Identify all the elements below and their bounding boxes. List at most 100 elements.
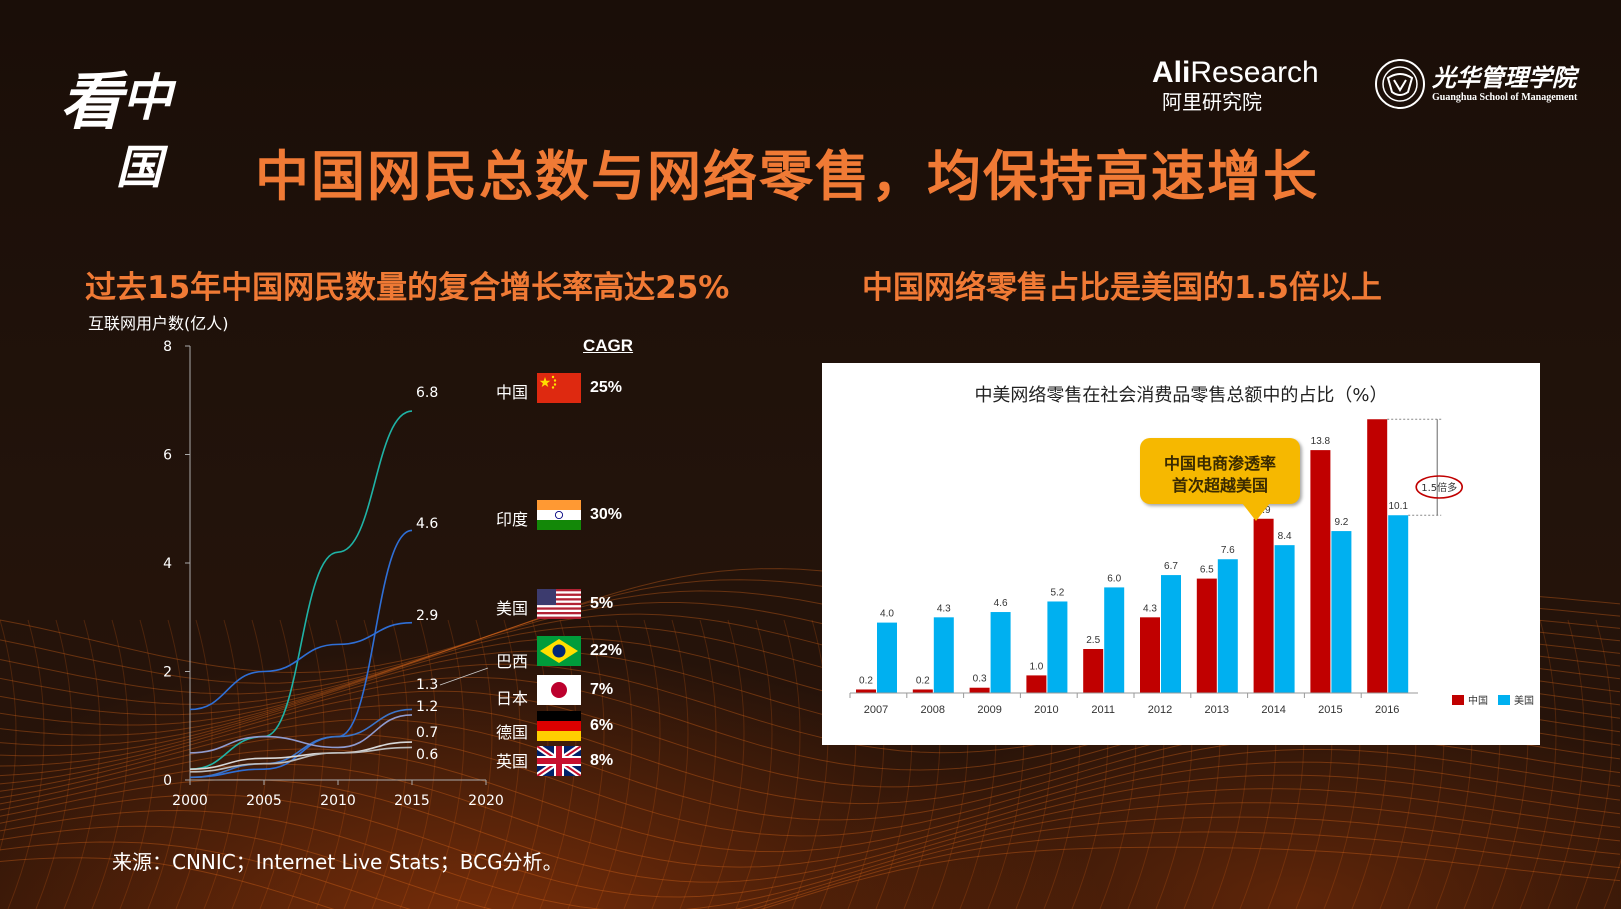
series-line [189,741,413,770]
cagr-flag-legend: CAGR 中国 25% 印度 30% 美国 5% 巴西 [480,336,650,796]
kanzhongguo-logo-char-3: 国 [116,140,169,194]
mesh-line [455,619,493,909]
legend-country-name: 美国 [496,599,529,618]
china-flag-icon [537,373,581,403]
legend-country-name: 德国 [496,723,529,742]
brazil-flag-icon [537,636,581,666]
bar-usa-label: 4.0 [880,609,894,620]
mesh-line [595,619,633,909]
legend-country-name: 日本 [496,689,529,708]
left-subtitle: 过去15年中国网民数量的复合增长率高达25% [85,270,730,306]
x-category-label: 2008 [921,704,945,716]
legend-row-usa: 美国 5% [480,589,650,623]
legend-cagr-value: 8% [590,752,614,769]
right-subtitle: 中国网络零售占比是美国的1.5倍以上 [862,270,1382,306]
bar-china [856,689,876,693]
x-tick-label: 2015 [394,793,430,809]
bar-china [912,689,933,693]
bar-china [1140,617,1160,693]
legend-row-china: 中国 25% [480,373,650,407]
series-line [189,410,413,770]
mesh-line [0,831,1621,909]
kanzhongguo-logo-char-2: 中 [122,68,177,127]
internet-users-line-chart: 0 2 4 6 8 2000 2005 2010 2015 2020 6.8 4.6 2.9 1.3 1.2… [163,339,504,809]
legend-cagr-value: 22% [590,642,623,659]
bar-usa-label: 5.2 [1050,587,1064,598]
bar-usa [1331,531,1352,693]
mesh-line [0,748,1621,853]
uk-flag-icon [537,746,581,776]
series-end-label: 0.7 [416,725,438,741]
mesh-line [371,619,409,909]
x-category-label: 2009 [977,704,1001,716]
y-tick-label: 6 [163,448,172,464]
legend-cagr-value: 5% [590,595,614,612]
germany-flag-icon [537,711,581,741]
x-category-label: 2015 [1318,704,1342,716]
brazil-leader-line [439,667,489,686]
y-tick-label: 0 [163,773,172,789]
usa-flag-icon [537,589,581,619]
legend-cagr-value: 7% [590,681,614,698]
bar-china-label: 1.0 [1029,661,1043,672]
series-end-label: 6.8 [416,385,438,401]
mesh-line [427,619,465,909]
callout-box: 中国电商渗透率 首次超越美国 [1140,438,1300,504]
japan-flag-icon [537,675,581,705]
bar-china [1367,419,1388,693]
y-tick-label: 2 [163,665,172,681]
kanzhongguo-logo-char-1: 看 [60,65,128,138]
legend-row-germany: 德国 6% [480,711,650,745]
mesh-line [35,619,73,909]
guanghua-logo: 光华管理学院 Guanghua School of Management [1374,56,1577,112]
mesh-line [203,619,241,909]
bar-usa-label: 10.1 [1388,501,1408,512]
x-tick-label: 2000 [172,793,208,809]
bar-usa [1217,559,1238,693]
legend-country-name: 巴西 [496,652,529,671]
series-end-label: 4.6 [416,516,438,532]
ali-logo-en-text: Research [1190,56,1319,89]
legend-swatch-usa [1498,695,1510,705]
series-line [189,621,413,711]
mesh-line [259,619,297,909]
mesh-line [147,619,185,909]
pku-logo-cn-text: 光华管理学院 [1432,63,1576,92]
series-end-label: 1.2 [416,699,438,715]
x-category-label: 2011 [1091,704,1115,716]
x-category-label: 2012 [1148,704,1172,716]
bar-china-label: 0.3 [973,674,987,685]
mesh-line [175,619,213,909]
mesh-line [1575,619,1613,909]
x-tick-label: 2020 [468,793,504,809]
mesh-line [63,619,101,909]
mesh-line [399,619,437,909]
bar-usa [1274,545,1295,693]
retail-share-bar-chart: 0.2 4.0 2007 0.2 4.3 2008 0.3 4.6 2009 1.0 5.2 2010… [849,418,1534,716]
mesh-line [0,802,1621,909]
legend-row-uk: 英国 8% [480,746,650,780]
page-title: 中国网民总数与网络零售，均保持高速增长 [255,145,1319,208]
x-category-label: 2016 [1375,704,1399,716]
aliresearch-logo: AliResearch 阿里研究院 [1152,56,1319,115]
bar-usa [1161,575,1181,693]
bar-usa-label: 7.6 [1221,545,1235,556]
left-chart-ylabel: 互联网用户数(亿人) [88,314,229,333]
series-line [189,746,413,773]
bar-usa-label: 4.6 [994,598,1008,609]
mesh-line [231,619,269,909]
series-end-label: 2.9 [416,608,438,624]
mesh-line [7,619,45,909]
callout-line-2: 首次超越美国 [1171,476,1268,495]
mesh-line [735,619,773,909]
india-flag-icon [537,500,581,530]
mesh-line [91,619,129,909]
bar-china-label: 2.5 [1086,635,1100,646]
y-tick-label: 8 [163,339,172,355]
mesh-line [315,619,353,909]
bar-china [1196,578,1217,693]
source-note: 来源：CNNIC；Internet Live Stats；BCG分析。 [112,850,563,874]
cagr-header: CAGR [583,336,634,355]
legend-country-name: 印度 [496,510,529,529]
bar-china-label: 13.8 [1311,436,1331,447]
